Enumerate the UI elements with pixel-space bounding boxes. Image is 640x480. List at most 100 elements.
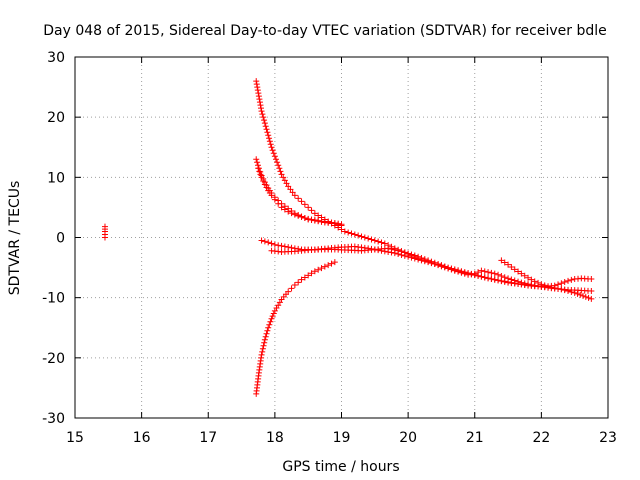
data-point (508, 263, 515, 270)
data-point (266, 321, 273, 328)
data-point (521, 272, 528, 279)
data-point (311, 268, 318, 275)
data-point (265, 132, 272, 139)
data-point (266, 138, 273, 145)
x-tick-label: 18 (266, 430, 284, 446)
series-arc-early (101, 223, 108, 241)
data-point (385, 245, 392, 252)
data-point (281, 206, 288, 213)
data-point (285, 288, 292, 295)
data-point (418, 254, 425, 261)
data-point (265, 324, 272, 331)
data-point (421, 256, 428, 263)
data-point (276, 165, 283, 172)
data-point (311, 217, 318, 224)
data-point (285, 208, 292, 215)
data-point (257, 102, 264, 109)
data-point (278, 171, 285, 178)
data-point (451, 267, 458, 274)
data-point (291, 192, 298, 199)
data-point (501, 259, 508, 266)
data-point (378, 239, 385, 246)
data-point (401, 249, 408, 256)
data-point (475, 269, 482, 276)
data-point (258, 237, 265, 244)
series-arc-top (253, 78, 595, 302)
x-tick-label: 23 (599, 430, 617, 446)
x-tick-label: 16 (133, 430, 151, 446)
data-point (561, 279, 568, 286)
data-point (498, 257, 505, 264)
data-point (305, 272, 312, 279)
data-point (391, 246, 398, 253)
data-point (375, 238, 382, 245)
series-arc-mid (255, 165, 345, 228)
data-point (301, 274, 308, 281)
data-point (488, 269, 495, 276)
data-point (301, 201, 308, 208)
data-point (263, 184, 270, 191)
data-point (471, 270, 478, 277)
data-point (458, 269, 465, 276)
data-point (574, 290, 581, 297)
data-point (280, 174, 287, 181)
data-point (263, 126, 270, 133)
data-point (535, 279, 542, 286)
data-point (481, 274, 488, 281)
x-axis-label: GPS time / hours (282, 459, 399, 475)
data-point (558, 280, 565, 287)
data-point (258, 105, 265, 112)
data-point (528, 276, 535, 283)
data-point (361, 234, 368, 241)
data-point (260, 342, 267, 349)
data-point (525, 281, 532, 288)
data-point (271, 241, 278, 248)
data-point (308, 216, 315, 223)
data-point (495, 271, 502, 278)
data-point (478, 273, 485, 280)
data-point (255, 165, 262, 172)
data-point (253, 78, 260, 85)
data-point (253, 81, 260, 88)
data-point (395, 247, 402, 254)
data-point (425, 257, 432, 264)
data-point (478, 267, 485, 274)
data-point (415, 253, 422, 260)
data-point (331, 220, 338, 227)
x-tick-label: 15 (66, 430, 84, 446)
data-point (428, 258, 435, 265)
data-point (298, 276, 305, 283)
data-point (398, 248, 405, 255)
y-tick-label: -20 (42, 351, 65, 367)
data-point (328, 219, 335, 226)
data-point (254, 159, 261, 166)
data-point (275, 242, 282, 249)
data-point (295, 212, 302, 219)
data-point (308, 207, 315, 214)
data-point (261, 238, 268, 245)
data-point (261, 339, 268, 346)
data-point (271, 196, 278, 203)
data-point (268, 144, 275, 151)
data-point (305, 204, 312, 211)
data-point (408, 251, 415, 258)
data-point (445, 264, 452, 271)
data-point (301, 214, 308, 221)
x-tick-label: 20 (399, 430, 417, 446)
data-point (448, 266, 455, 273)
data-point (265, 239, 272, 246)
data-point (285, 183, 292, 190)
data-point (358, 233, 365, 240)
y-axis-label: SDTVAR / TECUs (7, 181, 23, 296)
data-point (261, 336, 268, 343)
data-point (288, 285, 295, 292)
data-point (321, 263, 328, 270)
data-point (501, 274, 508, 281)
data-point (268, 315, 275, 322)
data-point (465, 271, 472, 278)
data-point (371, 237, 378, 244)
data-point (441, 263, 448, 270)
data-point (525, 274, 532, 281)
data-point (518, 270, 525, 277)
